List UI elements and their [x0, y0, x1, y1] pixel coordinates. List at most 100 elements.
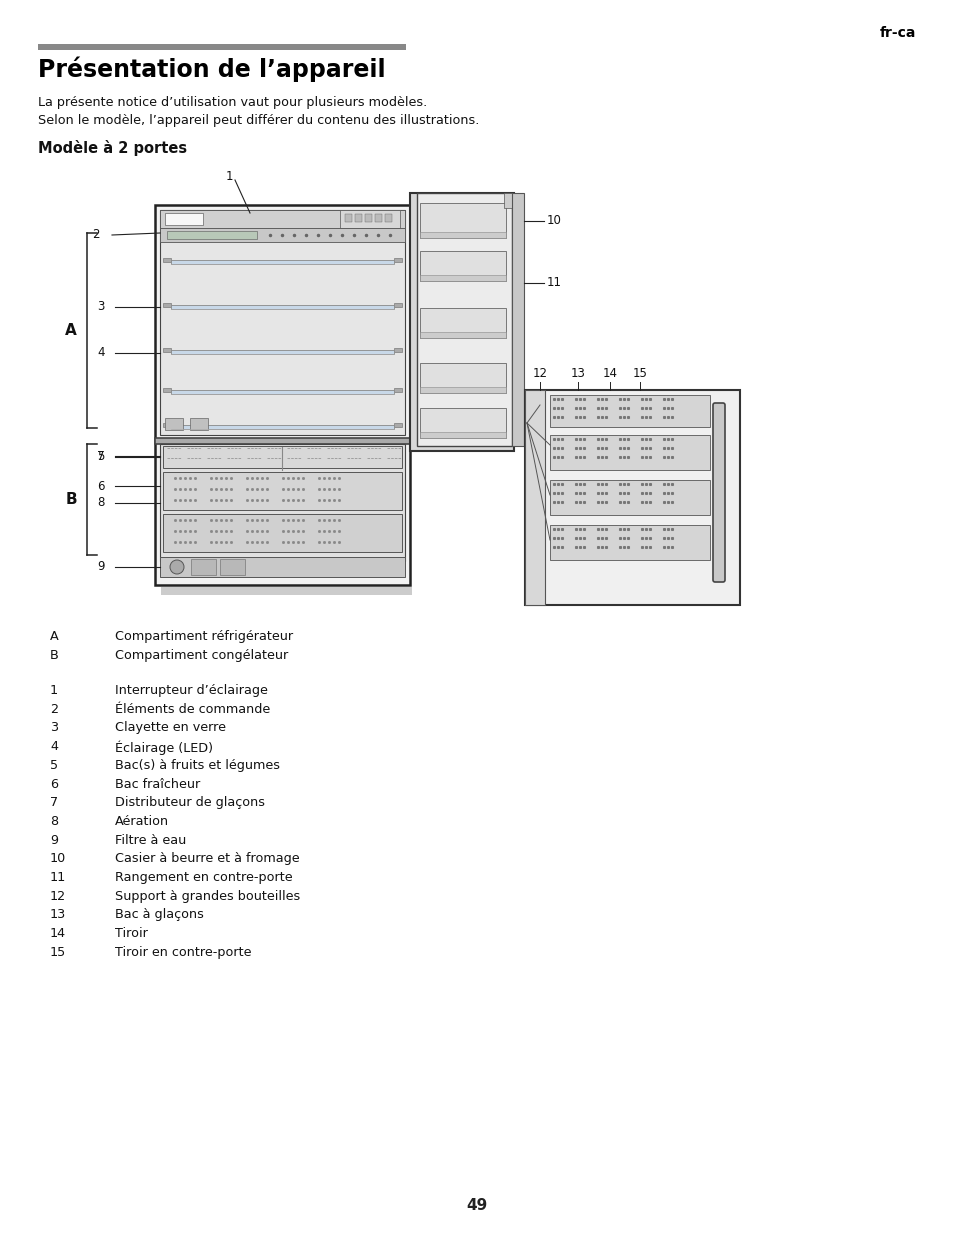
Text: 12: 12: [532, 367, 547, 380]
Text: 49: 49: [466, 1198, 487, 1213]
Text: Bac à glaçons: Bac à glaçons: [115, 909, 204, 921]
Bar: [419, 203, 505, 238]
Text: Tiroir: Tiroir: [115, 927, 148, 940]
Bar: [160, 445, 405, 561]
Text: B: B: [66, 492, 77, 508]
Bar: [714, 405, 722, 580]
Bar: [154, 438, 410, 445]
Text: fr-ca: fr-ca: [879, 26, 915, 40]
Bar: [550, 480, 709, 515]
Text: 7: 7: [97, 450, 105, 462]
Text: 7: 7: [50, 797, 58, 809]
Text: 15: 15: [50, 946, 66, 958]
Text: 8: 8: [97, 496, 105, 510]
Bar: [160, 210, 405, 228]
Bar: [524, 390, 740, 605]
Text: 4: 4: [50, 740, 58, 753]
Bar: [190, 417, 208, 430]
Text: Casier à beurre et à fromage: Casier à beurre et à fromage: [115, 852, 299, 866]
Text: 1: 1: [50, 684, 58, 697]
Text: Compartiment congélateur: Compartiment congélateur: [115, 650, 288, 662]
Text: 14: 14: [602, 367, 617, 380]
Bar: [160, 210, 405, 435]
Text: Bac(s) à fruits et légumes: Bac(s) à fruits et légumes: [115, 758, 280, 772]
Bar: [191, 559, 215, 576]
Bar: [550, 435, 709, 471]
Bar: [419, 408, 505, 438]
Text: Interrupteur d’éclairage: Interrupteur d’éclairage: [115, 684, 268, 697]
Text: Tiroir en contre-porte: Tiroir en contre-porte: [115, 946, 252, 958]
Text: 13: 13: [570, 367, 585, 380]
Text: Clayette en verre: Clayette en verre: [115, 721, 226, 735]
Bar: [163, 303, 171, 308]
Bar: [419, 232, 505, 238]
Bar: [375, 214, 381, 222]
Bar: [163, 472, 401, 510]
Bar: [161, 587, 412, 595]
Bar: [419, 308, 505, 338]
Bar: [503, 193, 512, 207]
Text: Éclairage (LED): Éclairage (LED): [115, 740, 213, 755]
Bar: [394, 303, 401, 308]
Text: Présentation de l’appareil: Présentation de l’appareil: [38, 57, 385, 83]
Bar: [419, 387, 505, 393]
Text: 9: 9: [97, 561, 105, 573]
Text: Bac fraîcheur: Bac fraîcheur: [115, 778, 200, 790]
Bar: [171, 261, 394, 264]
Bar: [355, 214, 361, 222]
Text: 12: 12: [50, 889, 66, 903]
Bar: [394, 258, 401, 262]
Text: A: A: [65, 324, 77, 338]
Bar: [550, 525, 709, 559]
Bar: [339, 210, 399, 228]
Bar: [410, 193, 514, 451]
Bar: [163, 388, 171, 391]
Bar: [163, 514, 401, 552]
Text: 5: 5: [50, 758, 58, 772]
Bar: [171, 390, 394, 394]
Bar: [394, 424, 401, 427]
Bar: [419, 251, 505, 282]
Bar: [345, 214, 352, 222]
Text: 2: 2: [50, 703, 58, 716]
Bar: [165, 475, 399, 496]
Text: 11: 11: [546, 277, 561, 289]
Bar: [165, 417, 183, 430]
Bar: [154, 205, 410, 585]
Text: 6: 6: [97, 479, 105, 493]
Text: Compartiment réfrigérateur: Compartiment réfrigérateur: [115, 630, 293, 643]
Text: 3: 3: [97, 300, 105, 314]
Text: 9: 9: [50, 834, 58, 847]
FancyBboxPatch shape: [712, 403, 724, 582]
Text: 15: 15: [632, 367, 647, 380]
Bar: [169, 447, 395, 457]
Bar: [165, 445, 399, 471]
Text: Filtre à eau: Filtre à eau: [115, 834, 186, 847]
Bar: [512, 193, 523, 446]
Text: 10: 10: [50, 852, 66, 866]
Text: 6: 6: [50, 778, 58, 790]
Bar: [419, 332, 505, 338]
Text: La présente notice d’utilisation vaut pour plusieurs modèles.: La présente notice d’utilisation vaut po…: [38, 96, 427, 109]
Bar: [163, 348, 171, 352]
Circle shape: [170, 559, 184, 574]
Bar: [524, 390, 544, 605]
Text: 13: 13: [50, 909, 66, 921]
Bar: [220, 559, 245, 576]
Text: 3: 3: [50, 721, 58, 735]
Text: Distributeur de glaçons: Distributeur de glaçons: [115, 797, 265, 809]
Bar: [365, 214, 372, 222]
Bar: [394, 388, 401, 391]
Bar: [38, 44, 406, 49]
Text: 14: 14: [50, 927, 66, 940]
Text: 8: 8: [50, 815, 58, 827]
Text: B: B: [50, 650, 59, 662]
Bar: [171, 350, 394, 354]
Bar: [394, 348, 401, 352]
Bar: [171, 305, 394, 309]
Bar: [419, 432, 505, 438]
Bar: [171, 425, 394, 429]
Text: Aération: Aération: [115, 815, 169, 827]
Text: 4: 4: [97, 347, 105, 359]
Text: Rangement en contre-porte: Rangement en contre-porte: [115, 871, 293, 884]
